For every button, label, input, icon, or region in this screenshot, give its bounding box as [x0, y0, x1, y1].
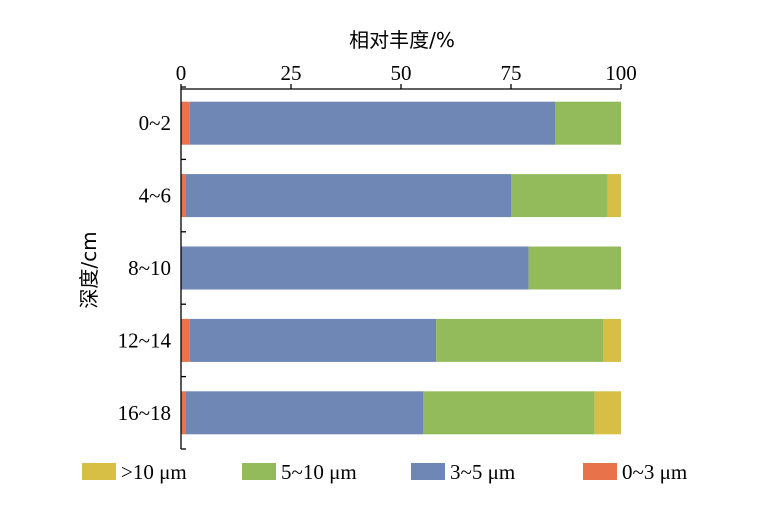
bar-segment: [555, 101, 621, 145]
x-tick-label: 100: [605, 61, 637, 85]
bar-segment: [181, 101, 190, 145]
bar-segment: [436, 318, 604, 362]
x-tick-label: 0: [176, 61, 187, 85]
bar-segment: [185, 391, 423, 435]
legend: >10 μm 5~10 μm 3~5 μm 0~3 μm: [82, 460, 687, 484]
y-tick-label: 12~14: [118, 328, 172, 352]
bar-segment: [607, 174, 621, 218]
x-tick-label: 50: [391, 61, 412, 85]
x-axis-title: 相对丰度/%: [349, 28, 455, 52]
bar-segment: [181, 174, 186, 218]
x-tick-label: 75: [501, 61, 522, 85]
y-tick-label: 4~6: [139, 184, 171, 208]
bars-layer: [181, 101, 621, 435]
legend-swatch: [411, 463, 445, 480]
bar-segment: [423, 391, 595, 435]
axes-layer: 0~2 4~6 8~10 12~14 16~18 0 25 50 75 100: [118, 61, 637, 450]
bar-segment: [511, 174, 608, 218]
bar-segment: [189, 318, 437, 362]
y-axis-title: 深度/cm: [77, 231, 101, 308]
y-tick-label: 0~2: [139, 111, 171, 135]
legend-label: 3~5 μm: [450, 460, 515, 484]
legend-label: >10 μm: [121, 460, 187, 484]
y-tick-label: 8~10: [128, 256, 171, 280]
bar-segment: [189, 101, 556, 145]
legend-label: 0~3 μm: [622, 460, 687, 484]
bar-segment: [181, 246, 529, 290]
bar-segment: [181, 318, 190, 362]
x-tick-label: 25: [281, 61, 302, 85]
legend-swatch: [583, 463, 617, 480]
bar-segment: [528, 246, 621, 290]
y-tick-label: 16~18: [118, 401, 171, 425]
bar-segment: [181, 391, 186, 435]
legend-swatch: [82, 463, 116, 480]
legend-swatch: [242, 463, 276, 480]
bar-segment: [603, 318, 621, 362]
bar-segment: [185, 174, 511, 218]
legend-label: 5~10 μm: [281, 460, 357, 484]
bar-segment: [594, 391, 621, 435]
